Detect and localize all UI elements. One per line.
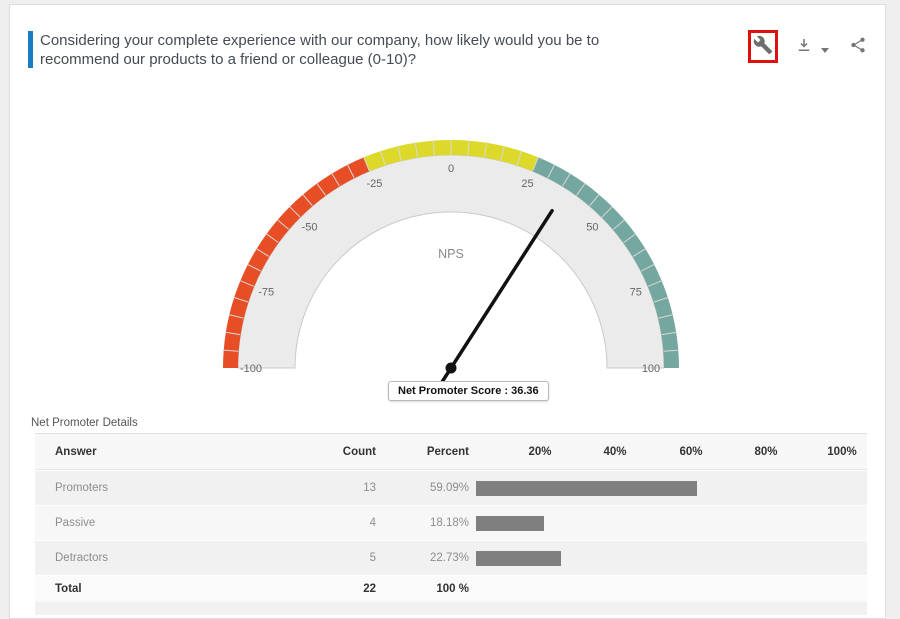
gauge-tooltip-text: Net Promoter Score : 36.36 <box>398 385 539 397</box>
widget-toolbar <box>748 30 867 64</box>
total-label: Total <box>55 583 82 595</box>
table-title: Net Promoter Details <box>31 417 138 429</box>
question-title: Considering your complete experience wit… <box>40 32 600 68</box>
answer-label: Detractors <box>55 552 109 564</box>
share-icon <box>849 37 867 57</box>
question-accent-bar <box>28 31 33 68</box>
chevron-down-icon <box>820 47 829 53</box>
svg-text:-100: -100 <box>240 363 262 375</box>
column-header-count: Count <box>342 446 376 458</box>
column-header-percent: Percent <box>426 446 469 458</box>
count-value: 4 <box>369 517 376 529</box>
column-header-20pct: 20% <box>528 446 552 458</box>
answer-label: Passive <box>55 517 96 529</box>
count-value: 5 <box>369 552 376 564</box>
count-value: 13 <box>363 482 376 494</box>
svg-text:-25: -25 <box>367 178 383 190</box>
total-percent: 100 % <box>436 583 469 595</box>
percent-value: 59.09% <box>429 482 469 494</box>
table-row-passive: Passive 4 18.18% <box>35 506 867 540</box>
share-button[interactable] <box>849 36 867 57</box>
survey-widget-card: Considering your complete experience wit… <box>9 4 886 619</box>
percent-value: 18.18% <box>429 517 469 529</box>
wrench-icon <box>753 35 773 58</box>
column-header-60pct: 60% <box>679 446 703 458</box>
svg-text:-50: -50 <box>302 222 318 234</box>
svg-text:25: 25 <box>521 178 533 190</box>
svg-text:50: 50 <box>586 222 598 234</box>
svg-text:-75: -75 <box>258 286 274 298</box>
table-row-promoters: Promoters 13 59.09% <box>35 471 867 505</box>
total-count: 22 <box>363 583 376 595</box>
svg-text:NPS: NPS <box>438 247 464 261</box>
percent-bar <box>476 551 561 566</box>
table-footer-strip <box>35 602 867 615</box>
red-highlight-box <box>748 30 779 63</box>
nps-gauge-chart: -100 -75 -50 -25 0 25 50 75 100 NPS <box>223 139 679 395</box>
percent-value: 22.73% <box>429 552 469 564</box>
percent-bar <box>476 481 697 496</box>
svg-text:100: 100 <box>642 363 660 375</box>
answer-label: Promoters <box>55 482 109 494</box>
column-header-answer: Answer <box>55 446 97 458</box>
column-header-100pct: 100% <box>827 446 857 458</box>
download-button[interactable] <box>795 36 829 57</box>
table-header-row: Answer Count Percent 20% 40% 60% 80% 100… <box>35 433 867 470</box>
column-header-40pct: 40% <box>603 446 627 458</box>
nps-details-table: Answer Count Percent 20% 40% 60% 80% 100… <box>35 433 867 615</box>
table-row-total: Total 22 100 % <box>35 576 867 602</box>
svg-text:75: 75 <box>630 286 642 298</box>
percent-bar <box>476 516 544 531</box>
column-header-80pct: 80% <box>754 446 778 458</box>
download-icon <box>795 39 817 57</box>
gauge-tooltip: Net Promoter Score : 36.36 <box>388 381 549 401</box>
table-row-detractors: Detractors 5 22.73% <box>35 541 867 575</box>
svg-text:0: 0 <box>448 163 454 175</box>
settings-wrench-button[interactable] <box>753 35 773 58</box>
